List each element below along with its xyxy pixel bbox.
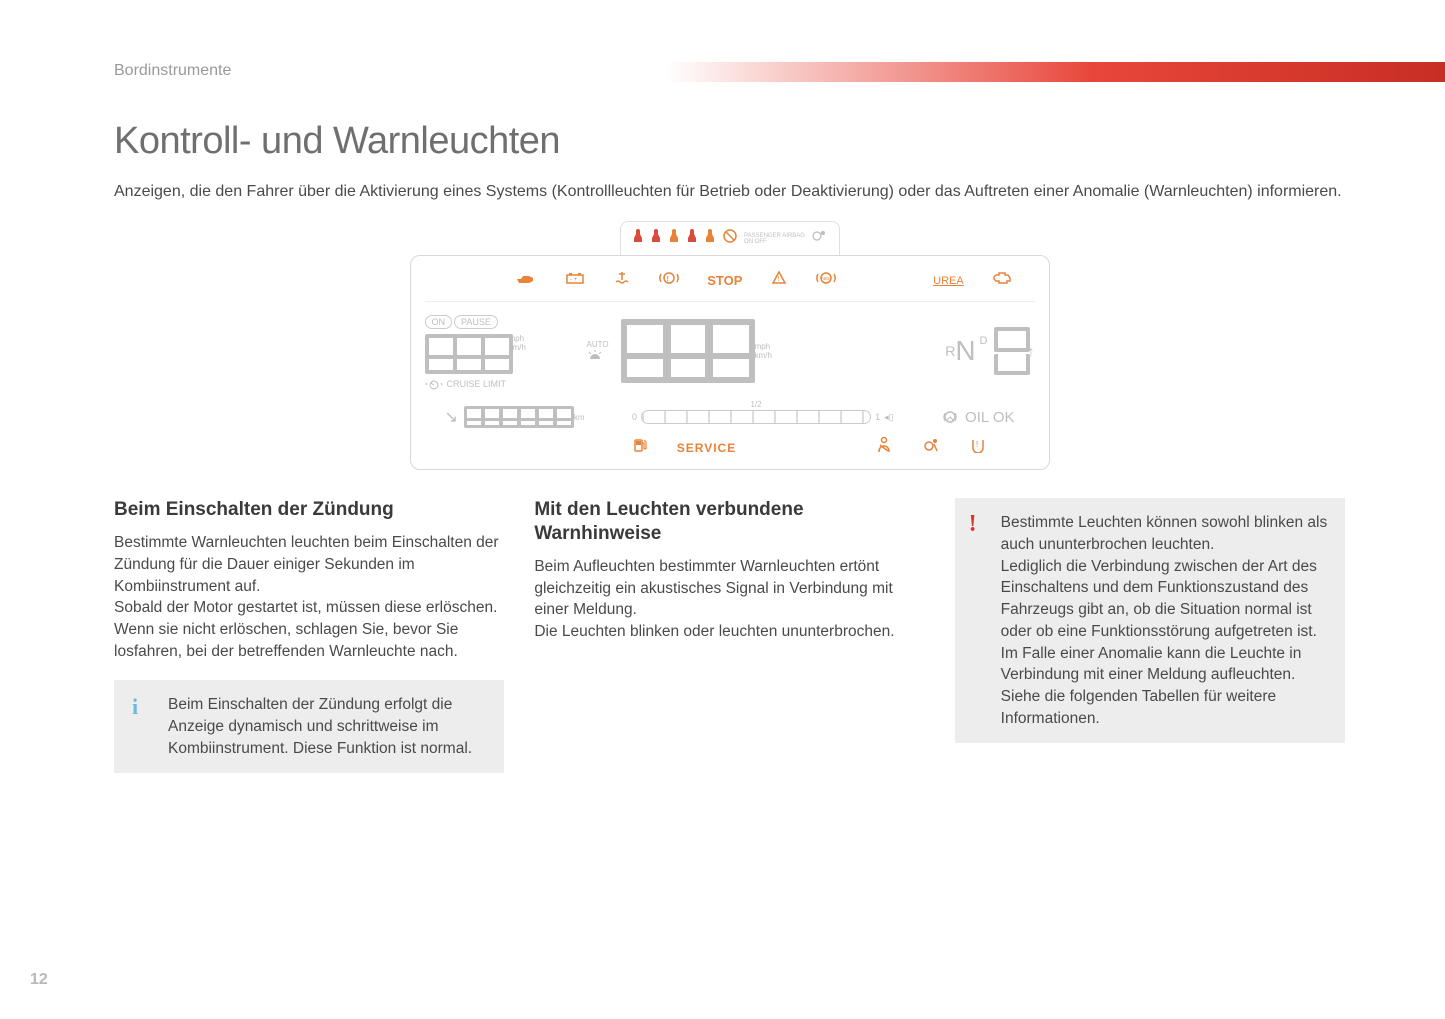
svg-text:!: ! — [976, 440, 978, 449]
dash-top-icons: PASSENGER AIRBAGON OFF — [620, 221, 840, 255]
service-label: SERVICE — [677, 441, 736, 455]
warning-text: Bestimmte Leuchten können sowohl blinken… — [1001, 514, 1328, 726]
battery-icon: - + — [565, 271, 585, 290]
speed-display — [621, 319, 743, 383]
engine-icon — [992, 270, 1014, 291]
col2-heading: Mit den Leuchten verbundene Warnhinweise — [534, 498, 924, 546]
seat-icon — [632, 228, 644, 249]
svg-text:- +: - + — [570, 277, 578, 283]
coolant-icon — [614, 270, 630, 291]
column-1: Beim Einschalten der Zündung Bestimmte W… — [114, 498, 504, 773]
content-columns: Beim Einschalten der Zündung Bestimmte W… — [114, 498, 1345, 773]
column-3: ! Bestimmte Leuchten können sowohl blink… — [955, 498, 1345, 743]
seat-icon — [686, 228, 698, 249]
urea-label: UREA — [933, 275, 964, 287]
airbag-warn-icon — [922, 437, 940, 458]
seat-icon — [668, 228, 680, 249]
info-box: i Beim Einschalten der Zündung erfolgt d… — [114, 680, 504, 773]
fuel-icon — [633, 437, 647, 458]
auto-icon: AUTO — [587, 340, 609, 363]
col1-heading: Beim Einschalten der Zündung — [114, 498, 504, 522]
column-2: Mit den Leuchten verbundene Warnhinweise… — [534, 498, 924, 642]
svg-text:!: ! — [666, 276, 668, 283]
page-title: Kontroll- und Warnleuchten — [114, 120, 1345, 163]
tire-pressure-icon: ! — [970, 437, 986, 458]
page-content: Bordinstrumente Kontroll- und Warnleucht… — [0, 0, 1445, 773]
warning-box: ! Bestimmte Leuchten können sowohl blink… — [955, 498, 1345, 743]
warning-icon: ! — [969, 508, 977, 542]
gear-display: RN D ↑ — [945, 327, 1034, 375]
col2-body: Beim Aufleuchten bestimmter Warnleuchten… — [534, 556, 924, 643]
svg-text:ABS: ABS — [821, 276, 830, 281]
seat-icon — [650, 228, 662, 249]
svg-text:!: ! — [778, 276, 780, 283]
abs-icon: ABS — [816, 270, 836, 291]
info-text: Beim Einschalten der Zündung erfolgt die… — [168, 696, 472, 756]
oil-ok: OIL OK — [941, 409, 1014, 426]
col1-body: Bestimmte Warnleuchten leuchten beim Ein… — [114, 532, 504, 662]
fuel-gauge — [641, 410, 871, 424]
fuel-one: 1 — [875, 412, 880, 422]
airbag-icon — [811, 229, 827, 248]
section-label: Bordinstrumente — [114, 62, 1345, 80]
warning-triangle-icon: ! — [771, 270, 787, 291]
dashboard-illustration: PASSENGER AIRBAGON OFF - + ! — [410, 221, 1050, 470]
odometer: ↘ km — [445, 406, 585, 428]
speed-units: mphkm/h — [755, 342, 772, 360]
airbag-off-icon — [722, 228, 738, 249]
stop-label: STOP — [707, 273, 742, 288]
airbag-label: PASSENGER AIRBAGON OFF — [744, 233, 805, 245]
seatbelt-icon — [876, 436, 892, 459]
fuel-zero: 0 — [632, 412, 637, 422]
brake-icon: ! — [659, 270, 679, 291]
seat-icon — [704, 228, 716, 249]
oil-icon — [515, 271, 537, 290]
intro-text: Anzeigen, die den Fahrer über die Aktivi… — [114, 181, 1345, 203]
on-pause-labels: ONPAUSE — [425, 315, 498, 329]
page-number: 12 — [30, 971, 48, 989]
info-icon: i — [132, 692, 138, 723]
